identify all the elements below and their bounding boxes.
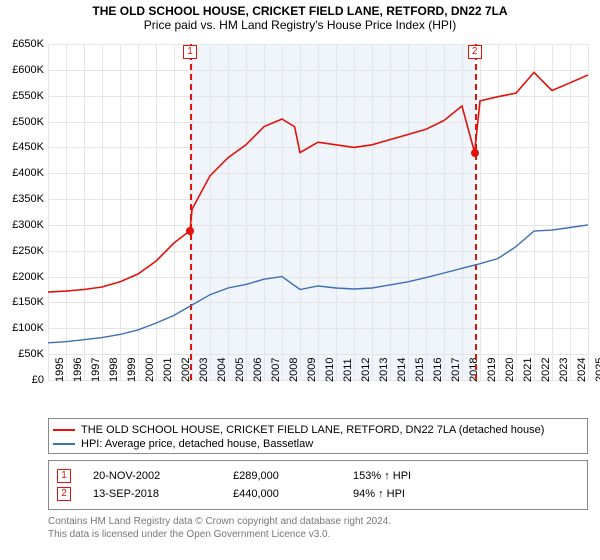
legend-row: HPI: Average price, detached house, Bass… <box>53 437 583 451</box>
series-line-1 <box>48 225 588 343</box>
y-tick-label: £100K <box>12 322 48 334</box>
y-tick-label: £300K <box>12 219 48 231</box>
x-tick-label: 2025 <box>592 358 600 382</box>
price-amount: £440,000 <box>233 488 353 500</box>
price-date: 13-SEP-2018 <box>93 488 233 500</box>
event-point <box>471 149 479 157</box>
chart-container: THE OLD SCHOOL HOUSE, CRICKET FIELD LANE… <box>0 0 600 560</box>
price-amount: £289,000 <box>233 470 353 482</box>
attribution-line-2: This data is licensed under the Open Gov… <box>48 529 588 542</box>
price-marker: 1 <box>57 469 71 483</box>
attribution: Contains HM Land Registry data © Crown c… <box>48 516 588 541</box>
y-tick-label: £450K <box>12 141 48 153</box>
price-row: 2 13-SEP-2018£440,00094% ↑ HPI <box>57 487 579 501</box>
title-main: THE OLD SCHOOL HOUSE, CRICKET FIELD LANE… <box>0 4 600 18</box>
event-point <box>186 227 194 235</box>
titles: THE OLD SCHOOL HOUSE, CRICKET FIELD LANE… <box>0 0 600 32</box>
plot-area: £0£50K£100K£150K£200K£250K£300K£350K£400… <box>48 44 588 380</box>
legend-swatch <box>53 443 75 445</box>
price-table: 1 20-NOV-2002£289,000153% ↑ HPI 2 13-SEP-20… <box>48 460 588 510</box>
price-date: 20-NOV-2002 <box>93 470 233 482</box>
y-tick-label: £550K <box>12 90 48 102</box>
y-tick-label: £0 <box>32 374 48 386</box>
legend-swatch <box>53 429 75 431</box>
attribution-line-1: Contains HM Land Registry data © Crown c… <box>48 516 588 529</box>
y-tick-label: £200K <box>12 271 48 283</box>
price-marker: 2 <box>57 487 71 501</box>
series-svg <box>48 44 588 380</box>
y-tick-label: £50K <box>18 348 48 360</box>
gridline-v <box>588 44 589 380</box>
price-pct: 94% ↑ HPI <box>353 488 513 500</box>
title-sub: Price paid vs. HM Land Registry's House … <box>0 18 600 32</box>
series-line-0 <box>48 72 588 292</box>
legend-label: HPI: Average price, detached house, Bass… <box>81 438 313 450</box>
event-marker: 1 <box>183 45 197 59</box>
y-tick-label: £600K <box>12 64 48 76</box>
price-pct: 153% ↑ HPI <box>353 470 513 482</box>
y-tick-label: £350K <box>12 193 48 205</box>
legend-label: THE OLD SCHOOL HOUSE, CRICKET FIELD LANE… <box>81 424 544 436</box>
y-tick-label: £500K <box>12 116 48 128</box>
y-tick-label: £150K <box>12 296 48 308</box>
price-row: 1 20-NOV-2002£289,000153% ↑ HPI <box>57 469 579 483</box>
event-marker: 2 <box>468 45 482 59</box>
y-tick-label: £250K <box>12 245 48 257</box>
legend: THE OLD SCHOOL HOUSE, CRICKET FIELD LANE… <box>48 418 588 454</box>
legend-row: THE OLD SCHOOL HOUSE, CRICKET FIELD LANE… <box>53 423 583 437</box>
y-tick-label: £400K <box>12 167 48 179</box>
y-tick-label: £650K <box>12 38 48 50</box>
